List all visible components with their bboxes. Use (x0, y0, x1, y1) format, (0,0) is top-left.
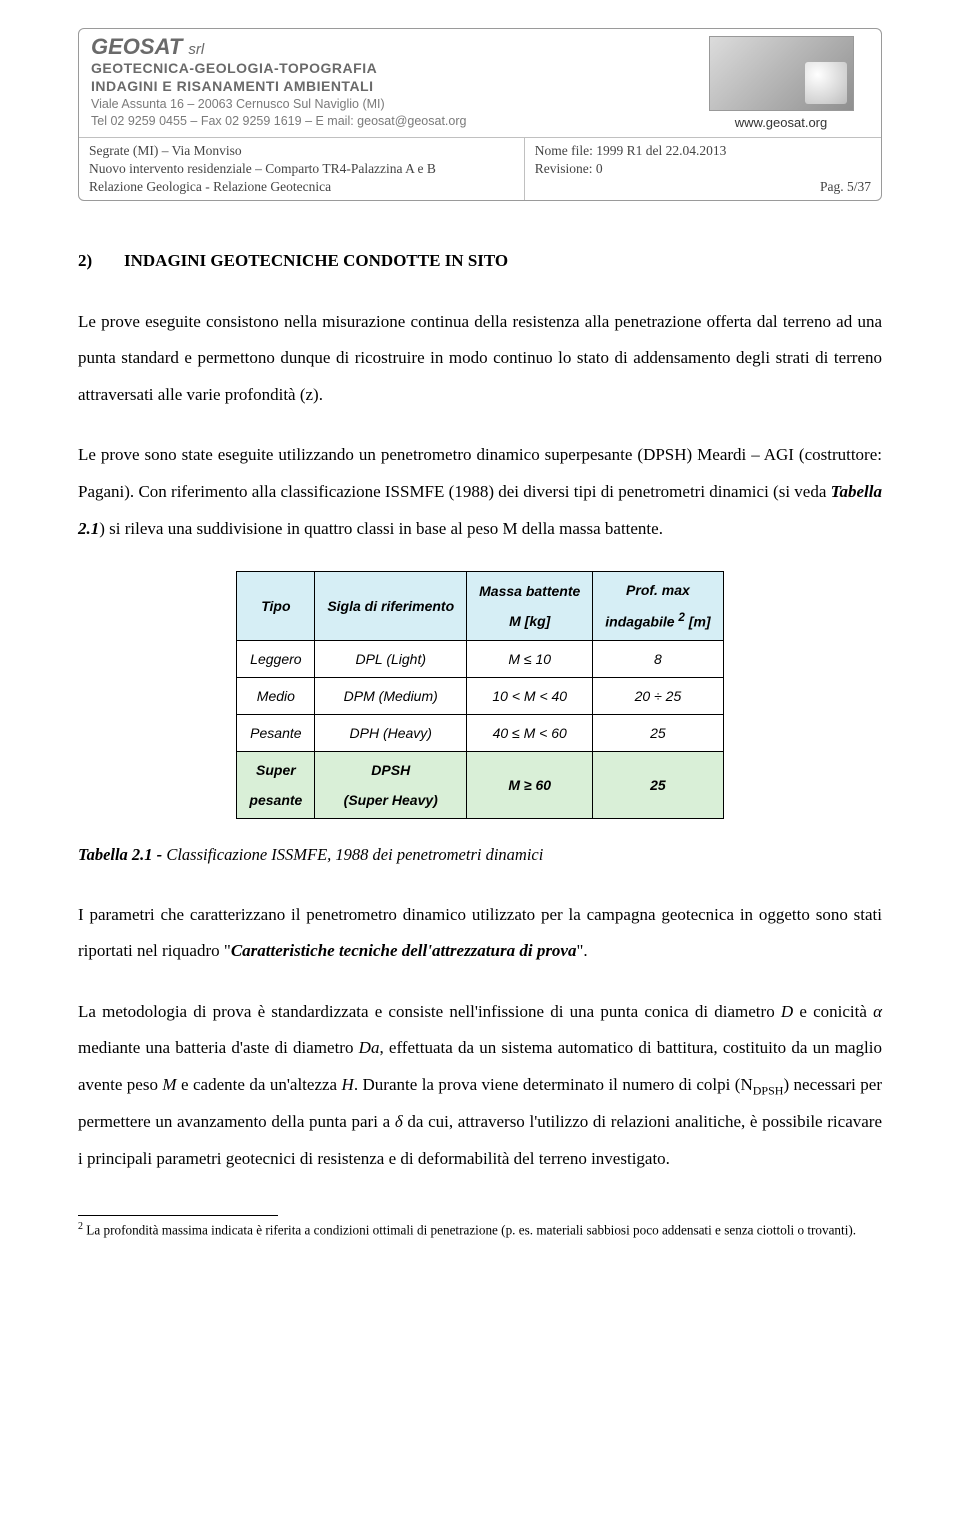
cell: DPL (Light) (315, 640, 467, 677)
hb-left-3: Relazione Geologica - Relazione Geotecni… (89, 178, 514, 196)
header-top: GEOSAT srl GEOTECNICA-GEOLOGIA-TOPOGRAFI… (79, 29, 881, 137)
paragraph-3: I parametri che caratterizzano il penetr… (78, 897, 882, 970)
logo-image (709, 36, 854, 111)
cell: Medio (237, 677, 315, 714)
th-massa-b: M [kg] (509, 613, 550, 629)
section-title: 2)INDAGINI GEOTECNICHE CONDOTTE IN SITO (78, 243, 882, 280)
paragraph-4: La metodologia di prova è standardizzata… (78, 994, 882, 1177)
table-row: Pesante DPH (Heavy) 40 ≤ M < 60 25 (237, 715, 723, 752)
company-name-text: GEOSAT (91, 34, 182, 59)
p2c: ) si rileva una suddivisione in quattro … (99, 519, 663, 538)
p4M: M (162, 1075, 176, 1094)
classification-table: Tipo Sigla di riferimento Massa battente… (236, 571, 723, 819)
p4sub: DPSH (753, 1083, 784, 1097)
section-number: 2) (78, 243, 124, 280)
header-bottom-right: Nome file: 1999 R1 del 22.04.2013 Revisi… (525, 138, 881, 201)
company-address-2: Tel 02 9259 0455 – Fax 02 9259 1619 – E … (91, 113, 669, 131)
cell: 10 < M < 40 (467, 677, 593, 714)
section-title-text: INDAGINI GEOTECNICHE CONDOTTE IN SITO (124, 251, 508, 270)
footnote-separator (78, 1215, 278, 1216)
company-subtitle-1: GEOTECNICA-GEOLOGIA-TOPOGRAFIA (91, 59, 669, 77)
th-prof-a: Prof. max (626, 582, 690, 598)
cell: DPM (Medium) (315, 677, 467, 714)
table-header-row: Tipo Sigla di riferimento Massa battente… (237, 572, 723, 641)
header-right: www.geosat.org (681, 29, 881, 137)
hl-c1a: DPSH (371, 762, 410, 778)
th-prof-c: [m] (685, 614, 711, 630)
header-bottom: Segrate (MI) – Via Monviso Nuovo interve… (79, 137, 881, 201)
p4a: La metodologia di prova è standardizzata… (78, 1002, 781, 1021)
logo-box: www.geosat.org (709, 36, 854, 130)
cell: M ≥ 60 (467, 752, 593, 819)
paragraph-1: Le prove eseguite consistono nella misur… (78, 304, 882, 414)
p3c: ". (576, 941, 587, 960)
caption-label: Tabella 2.1 - (78, 845, 166, 864)
footnote: 2 La profondità massima indicata è rifer… (78, 1220, 882, 1239)
th-sigla: Sigla di riferimento (315, 572, 467, 641)
company-address-1: Viale Assunta 16 – 20063 Cernusco Sul Na… (91, 96, 669, 114)
p4H: H (342, 1075, 354, 1094)
logo-caption: www.geosat.org (735, 115, 828, 130)
p4b: e conicità (793, 1002, 873, 1021)
header-bottom-left: Segrate (MI) – Via Monviso Nuovo interve… (79, 138, 525, 201)
th-massa: Massa battente M [kg] (467, 572, 593, 641)
p4Da: Da (359, 1038, 380, 1057)
company-subtitle-2: INDAGINI E RISANAMENTI AMBIENTALI (91, 77, 669, 95)
p4alpha: α (873, 1002, 882, 1021)
header-box: GEOSAT srl GEOTECNICA-GEOLOGIA-TOPOGRAFI… (78, 28, 882, 201)
cell: Pesante (237, 715, 315, 752)
company-suffix: srl (188, 41, 204, 58)
footnote-text: La profondità massima indicata è riferit… (83, 1223, 856, 1238)
header-left: GEOSAT srl GEOTECNICA-GEOLOGIA-TOPOGRAFI… (79, 29, 681, 137)
table-caption: Tabella 2.1 - Classificazione ISSMFE, 19… (78, 837, 882, 872)
th-massa-a: Massa battente (479, 583, 580, 599)
th-prof: Prof. max indagabile 2 [m] (593, 572, 723, 641)
paragraph-2: Le prove sono state eseguite utilizzando… (78, 437, 882, 547)
p4c: mediante una batteria d'aste di diametro (78, 1038, 359, 1057)
table-row: Leggero DPL (Light) M ≤ 10 8 (237, 640, 723, 677)
hb-right-2: Revisione: 0 (535, 160, 871, 178)
table-row: Medio DPM (Medium) 10 < M < 40 20 ÷ 25 (237, 677, 723, 714)
hl-c0a: Super (256, 762, 296, 778)
cell: 8 (593, 640, 723, 677)
body-text: 2)INDAGINI GEOTECNICHE CONDOTTE IN SITO … (78, 243, 882, 1177)
th-prof-b: indagabile (605, 614, 678, 630)
hb-right-3: Pag. 5/37 (535, 178, 871, 196)
p2a: Le prove sono state eseguite utilizzando… (78, 445, 882, 501)
cell: Leggero (237, 640, 315, 677)
th-tipo: Tipo (237, 572, 315, 641)
table-row-highlight: Super pesante DPSH (Super Heavy) M ≥ 60 … (237, 752, 723, 819)
cell: DPH (Heavy) (315, 715, 467, 752)
company-name: GEOSAT srl (91, 35, 669, 59)
cell: DPSH (Super Heavy) (315, 752, 467, 819)
p4f: . Durante la prova viene determinato il … (354, 1075, 753, 1094)
cell: 20 ÷ 25 (593, 677, 723, 714)
hb-left-1: Segrate (MI) – Via Monviso (89, 142, 514, 160)
cell: Super pesante (237, 752, 315, 819)
hl-c1b: (Super Heavy) (344, 792, 438, 808)
hl-c0b: pesante (249, 792, 302, 808)
p4delta: δ (395, 1112, 403, 1131)
page: GEOSAT srl GEOTECNICA-GEOLOGIA-TOPOGRAFI… (0, 0, 960, 1280)
hb-left-2: Nuovo intervento residenziale – Comparto… (89, 160, 514, 178)
cell: 25 (593, 752, 723, 819)
cell: M ≤ 10 (467, 640, 593, 677)
p3b: Caratteristiche tecniche dell'attrezzatu… (231, 941, 577, 960)
cell: 40 ≤ M < 60 (467, 715, 593, 752)
p4D: D (781, 1002, 793, 1021)
cell: 25 (593, 715, 723, 752)
p4e: e cadente da un'altezza (177, 1075, 342, 1094)
caption-text: Classificazione ISSMFE, 1988 dei penetro… (166, 845, 543, 864)
hb-right-1: Nome file: 1999 R1 del 22.04.2013 (535, 142, 871, 160)
